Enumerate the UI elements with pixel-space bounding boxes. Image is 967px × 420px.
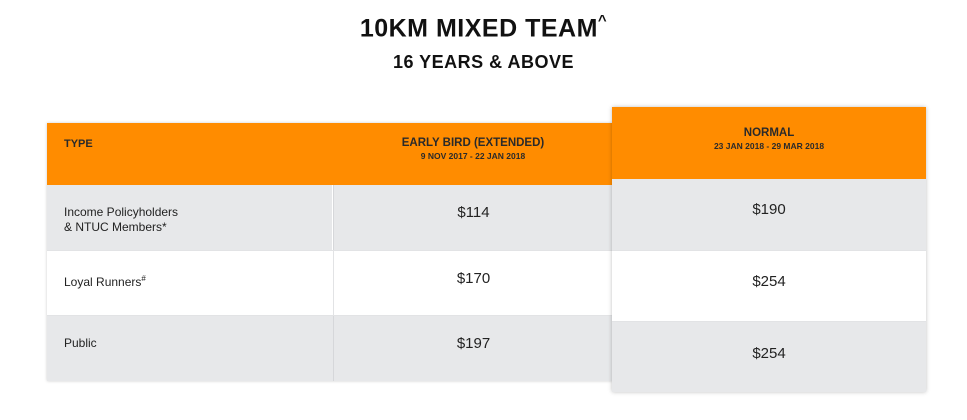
header-type-cell [47,123,333,185]
header-normal-dates: 23 JAN 2018 - 29 MAR 2018 [713,141,825,151]
page-title: 10KM MIXED TEAM^ [359,12,608,43]
row-type-label: Loyal Runners# [64,274,146,289]
normal-price: $254 [752,345,786,362]
row-type-label: Income Policyholders & NTUC Members* [64,205,179,234]
row-normal-cell: $190 [612,179,926,250]
row-early-bird-cell: $170 [333,250,613,316]
table-row: Loyal Runners# [47,250,333,316]
loyal-footnote-mark: # [141,274,146,283]
row-early-bird-cell: $114 [333,185,613,250]
header-normal: NORMAL [743,127,795,139]
early-bird-price: $197 [456,335,491,352]
row-early-bird-cell: $197 [333,316,613,381]
early-bird-price: $114 [457,204,490,221]
normal-price: $190 [752,201,786,218]
normal-price: $254 [752,273,786,290]
header-early-bird: EARLY BIRD (EXTENDED) [401,137,545,149]
table-row: Income Policyholders & NTUC Members* [47,185,333,250]
header-early-bird-dates: 9 NOV 2017 - 22 JAN 2018 [420,151,526,161]
header-early-bird-cell: EARLY BIRD (EXTENDED) 9 NOV 2017 - 22 JA… [333,123,613,185]
title-footnote-mark: ^ [597,12,608,29]
page-subtitle: 16 YEARS & ABOVE [392,52,575,72]
table-row: Public [47,316,333,381]
row-type-label: Public [64,336,97,350]
early-bird-price: $170 [456,270,491,287]
row-normal-cell: $254 [612,250,926,322]
row-normal-cell: $254 [612,322,926,392]
header-normal-cell: NORMAL 23 JAN 2018 - 29 MAR 2018 [612,107,926,179]
header-type: TYPE [64,138,93,150]
